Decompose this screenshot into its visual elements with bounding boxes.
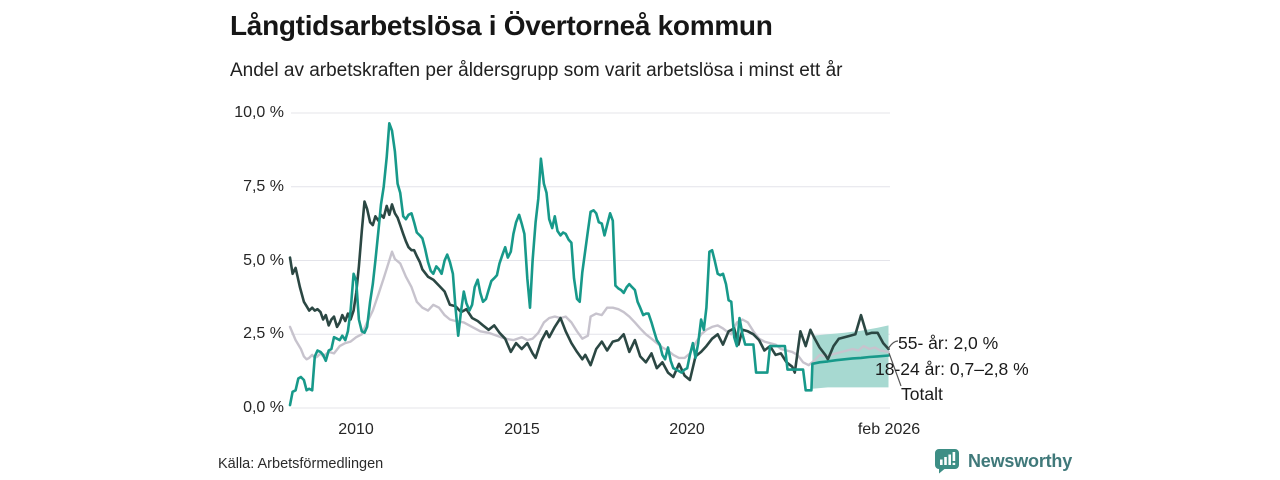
- line-18-24-ar: [288, 122, 890, 407]
- gridlines: [291, 112, 890, 409]
- brand-name: Newsworthy: [968, 450, 1073, 471]
- end-label-18-24-ar: 18-24 år: 0,7–2,8 %: [875, 359, 1029, 379]
- y-tick-2-5: 2,5 %: [243, 325, 284, 343]
- x-tick-feb-2026: feb 2026: [857, 421, 921, 438]
- exclamation-bar: [952, 452, 956, 461]
- bar-2: [944, 457, 947, 465]
- end-label-55-ar: 55- år: 2,0 %: [898, 333, 999, 353]
- chart-title: Långtidsarbetslösa i Övertorneå kommun: [230, 10, 773, 41]
- y-tick-7-5: 7,5 %: [243, 177, 284, 195]
- leader-line-55-ar: [887, 340, 899, 350]
- leader-line-totalt: [888, 352, 902, 387]
- bar-1: [940, 459, 943, 465]
- newsworthy-icon: [935, 449, 959, 474]
- uncertainty-band-18-24: [812, 325, 889, 389]
- y-tick-5: 5,0 %: [243, 251, 284, 269]
- source-note: Källa: Arbetsförmedlingen: [218, 456, 384, 472]
- speech-bubble-shape: [935, 449, 959, 474]
- bar-3: [948, 454, 951, 465]
- x-tick-2020: 2020: [669, 421, 705, 438]
- exclamation-dot: [952, 462, 956, 465]
- x-tick-2015: 2015: [504, 421, 540, 438]
- x-tick-2010: 2010: [338, 421, 374, 438]
- end-label-totalt: Totalt: [901, 384, 943, 404]
- y-tick-0: 0,0 %: [243, 399, 284, 416]
- chart-subtitle: Andel av arbetskraften per åldersgrupp s…: [230, 60, 843, 81]
- brand-logo: Newsworthy: [934, 448, 1072, 474]
- y-tick-10: 10,0 %: [234, 104, 284, 121]
- line-55-ar: [288, 200, 890, 382]
